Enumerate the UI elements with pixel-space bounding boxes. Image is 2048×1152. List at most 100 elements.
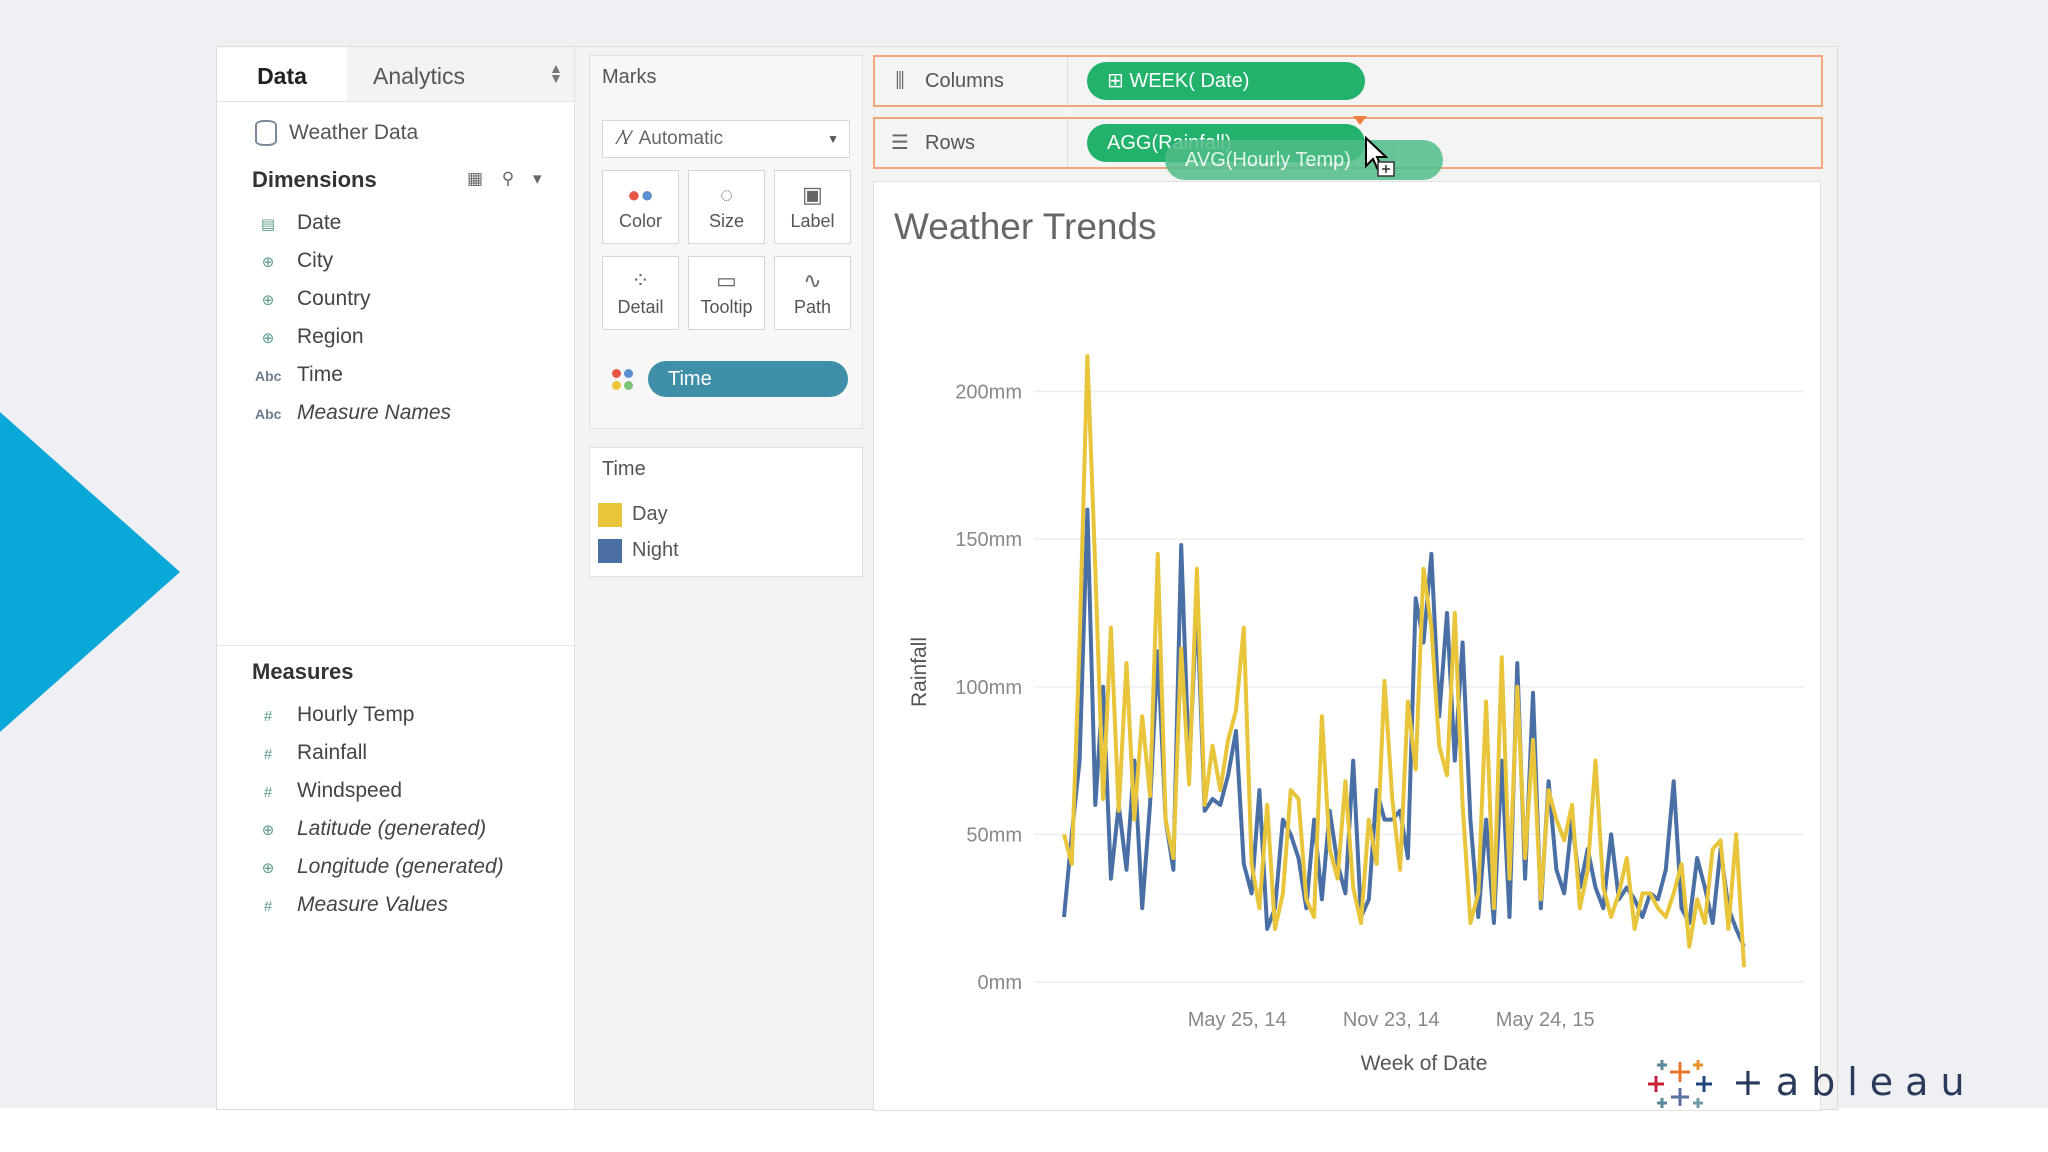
y-tick-label: 200mm [955, 382, 1022, 404]
tooltip-icon: ▭ [716, 268, 737, 293]
y-tick-label: 50mm [966, 824, 1022, 846]
y-tick-label: 100mm [955, 677, 1022, 699]
x-tick-label: May 25, 14 [1188, 1009, 1287, 1031]
mark-type-dropdown[interactable]: ⁄\⁄ Automatic ▼ [602, 120, 850, 158]
view-toggle-icon[interactable]: ▦ [467, 169, 484, 188]
rows-shelf-label: ☰ Rows [875, 119, 1068, 167]
legend-item-day[interactable]: Day [598, 500, 668, 528]
measures-title: Measures [252, 659, 354, 684]
field-label: Measure Values [297, 893, 448, 916]
path-label: Path [793, 297, 832, 317]
dimension-field[interactable]: ⊕ Region [255, 319, 364, 355]
globe-icon: ⊕ [261, 254, 275, 271]
data-pane-tabs: Data Analytics ▲ ▼ [217, 47, 574, 102]
calendar-icon: ▤ [260, 216, 276, 233]
abc-icon: Abc [255, 406, 282, 422]
database-icon [255, 120, 277, 147]
color-encoding-icon [612, 369, 636, 391]
marks-card: Marks ⁄\⁄ Automatic ▼ ●● Color ◌ Size ▣ L… [589, 55, 863, 429]
hash-icon: # [263, 898, 273, 915]
series-line-day [1062, 354, 1746, 968]
rows-label: Rows [925, 132, 976, 154]
decorative-arrow [0, 412, 180, 732]
chart-title: Weather Trends [894, 206, 1157, 247]
field-label: Rainfall [297, 741, 368, 764]
abc-icon: Abc [255, 368, 282, 384]
x-tick-label: Nov 23, 14 [1343, 1009, 1440, 1031]
color-label: Color [618, 211, 662, 231]
dimension-tools: ▦ ⚲ ▾ [467, 169, 556, 189]
tooltip-label: Tooltip [700, 297, 753, 317]
path-button[interactable]: ∿ Path [774, 256, 851, 330]
hash-icon: # [263, 746, 273, 763]
y-tick-label: 150mm [955, 529, 1022, 551]
dimension-field[interactable]: Abc Time [255, 357, 343, 393]
measure-field[interactable]: ⊕ Longitude (generated) [255, 849, 504, 885]
size-label: Size [708, 211, 744, 231]
measure-field[interactable]: # Hourly Temp [255, 697, 415, 733]
divider [217, 645, 574, 646]
rainfall-line-chart: 0mm 50mm 100mm 150mm 200mm May 25, 14 Nov 23, … [908, 354, 1804, 1075]
measure-field[interactable]: # Windspeed [255, 773, 402, 809]
drop-indicator-icon [1353, 116, 1367, 125]
field-label: Windspeed [297, 779, 403, 802]
footer-band [0, 1108, 2048, 1152]
x-tick-label: May 24, 15 [1496, 1009, 1595, 1031]
columns-shelf[interactable]: ⫼ Columns ⊞ WEEK( Date) [873, 55, 1823, 107]
field-label: Region [297, 325, 364, 348]
field-label: Country [297, 287, 371, 310]
detail-label: Detail [617, 297, 664, 317]
label-icon: ▣ [802, 182, 823, 207]
y-tick-label: 0mm [978, 972, 1022, 994]
columns-shelf-label: ⫼ Columns [875, 57, 1068, 105]
globe-icon: ⊕ [261, 822, 275, 839]
label-label: Label [790, 211, 835, 231]
time-color-pill[interactable]: Time [648, 361, 848, 397]
line-icon: ⁄\⁄ [619, 128, 631, 149]
dimension-field[interactable]: ▤ Date [255, 205, 341, 241]
dimension-field[interactable]: Abc Measure Names [255, 395, 451, 431]
color-dots-icon: ●● [627, 182, 654, 207]
measure-field[interactable]: # Rainfall [255, 735, 367, 771]
mark-type-label: Automatic [638, 128, 724, 149]
label-button[interactable]: ▣ Label [774, 170, 851, 244]
legend-label-night: Night [632, 539, 679, 561]
chevron-down-icon: ▼ [827, 132, 839, 146]
legend-title: Time [602, 458, 646, 480]
color-button[interactable]: ●● Color [602, 170, 679, 244]
tab-analytics[interactable]: Analytics [373, 63, 466, 89]
size-button[interactable]: ◌ Size [688, 170, 765, 244]
data-source[interactable]: Weather Data [255, 113, 418, 153]
week-date-pill-label: WEEK( Date) [1129, 70, 1250, 92]
rows-icon: ☰ [891, 132, 909, 154]
field-label: Time [297, 363, 343, 386]
chevron-down-icon[interactable]: ▾ [532, 169, 542, 188]
field-label: Longitude (generated) [297, 855, 504, 878]
series-line-night [1062, 507, 1746, 948]
dragging-hourly-temp-pill[interactable]: AVG(Hourly Temp) [1165, 140, 1443, 180]
field-label: Hourly Temp [297, 703, 415, 726]
field-label: City [297, 249, 334, 272]
measure-field[interactable]: ⊕ Latitude (generated) [255, 811, 486, 847]
columns-label: Columns [925, 70, 1004, 92]
mouse-cursor-icon [1365, 136, 1395, 177]
dimension-field[interactable]: ⊕ City [255, 243, 333, 279]
search-icon[interactable]: ⚲ [501, 169, 515, 188]
week-date-pill[interactable]: ⊞ WEEK( Date) [1087, 62, 1365, 100]
legend-item-night[interactable]: Night [598, 536, 679, 564]
worksheet-view: Weather Trends 0mm 50mm 100mm 150mm 200mm May… [873, 181, 1821, 1111]
color-legend: Time Day Night [589, 447, 863, 577]
detail-button[interactable]: ⁘ Detail [602, 256, 679, 330]
x-axis-label: Week of Date [1361, 1052, 1488, 1075]
tab-data[interactable]: Data [217, 47, 347, 101]
tableau-wordmark: +ableau [1732, 1060, 1977, 1104]
dimension-field[interactable]: ⊕ Country [255, 281, 371, 317]
dimensions-title: Dimensions [252, 167, 377, 192]
data-source-label: Weather Data [289, 121, 419, 144]
tab-scroll-icon[interactable]: ▲ ▼ [549, 60, 563, 86]
tooltip-button[interactable]: ▭ Tooltip [688, 256, 765, 330]
field-label: Measure Names [297, 401, 452, 424]
hash-icon: # [263, 784, 273, 801]
measure-field[interactable]: # Measure Values [255, 887, 448, 923]
columns-icon: ⫼ [895, 70, 905, 92]
